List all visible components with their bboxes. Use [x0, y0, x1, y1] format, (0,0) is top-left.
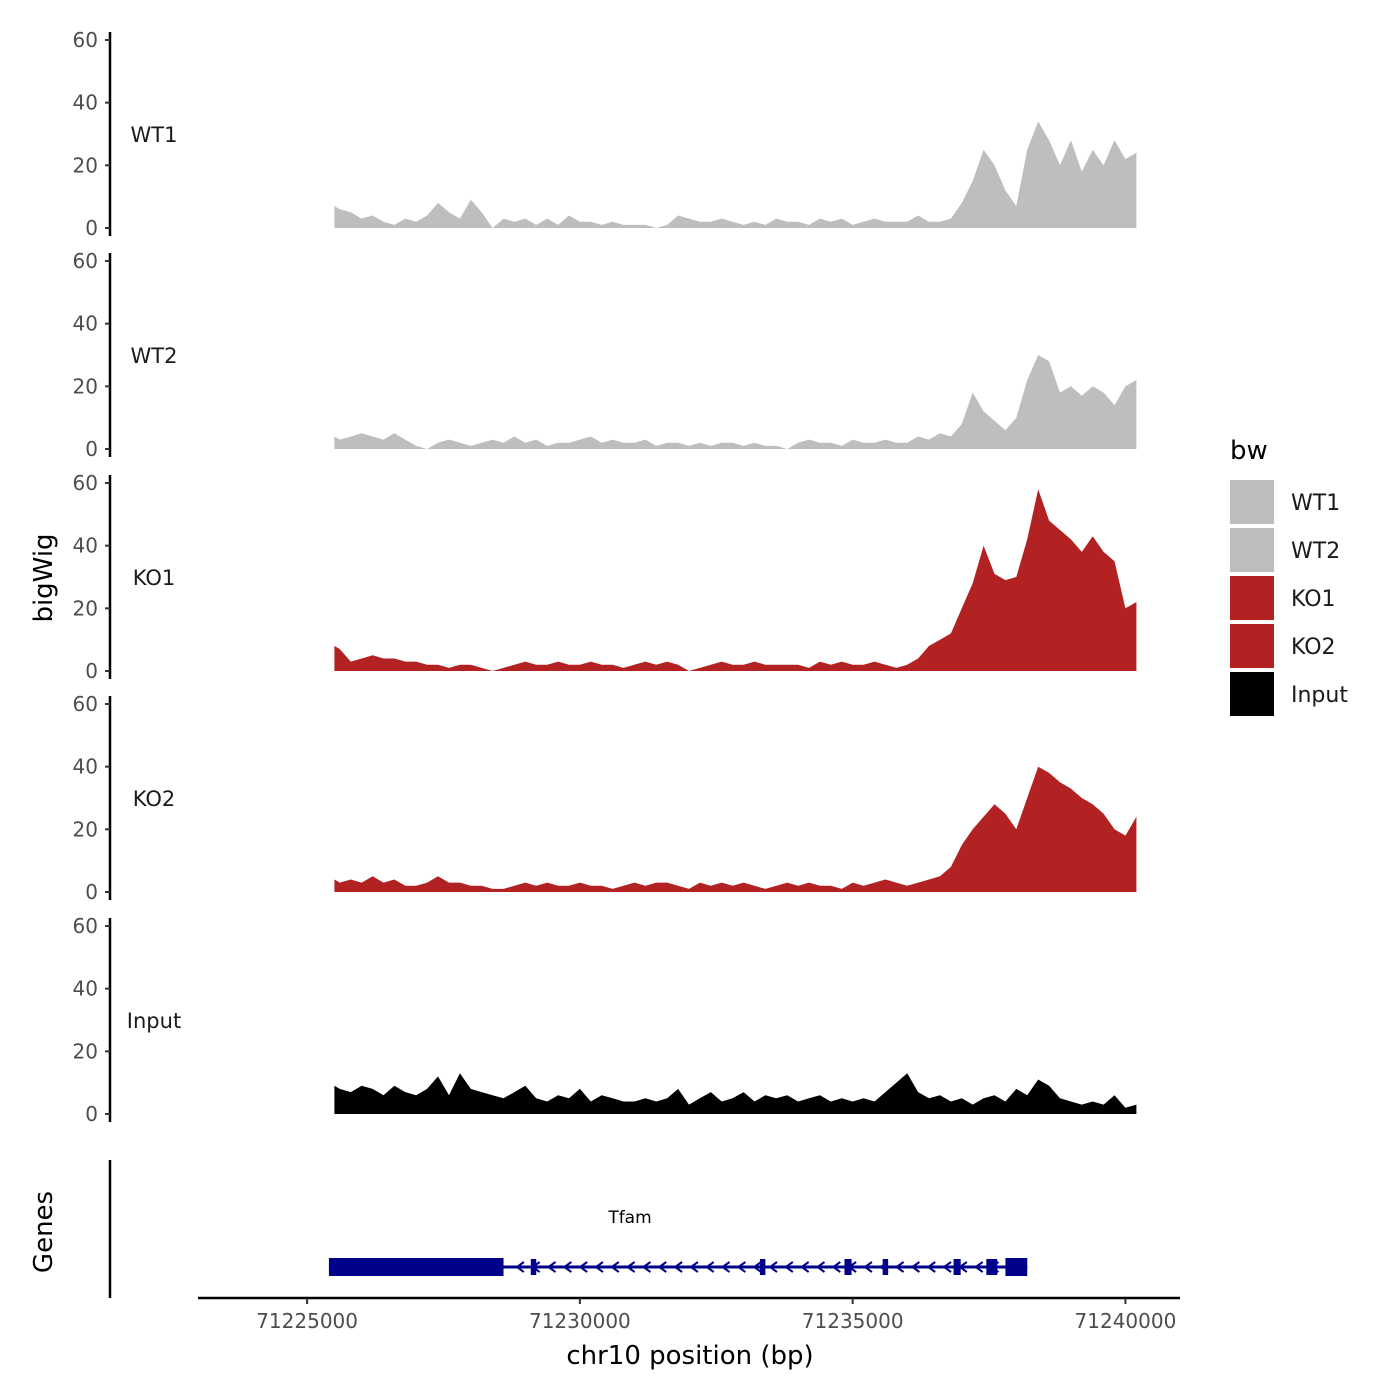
y-tick-label: 0 — [85, 216, 98, 240]
y-tick-label: 60 — [73, 28, 98, 52]
strand-arrow — [863, 1261, 873, 1273]
track-ko2: 0 20 40 60 KO2 — [73, 692, 1137, 904]
strand-arrow — [942, 1261, 952, 1273]
gene-exon — [328, 1258, 504, 1276]
y-tick-label: 60 — [73, 471, 98, 495]
y-tick-label: 20 — [73, 817, 98, 841]
strand-arrow — [720, 1261, 731, 1273]
coverage-area — [334, 121, 1137, 228]
track-label: KO1 — [133, 566, 176, 590]
gene-name-label: Tfam — [607, 1208, 651, 1228]
legend-item-wt1: WT1 — [1230, 480, 1340, 524]
gene-exon — [1005, 1258, 1028, 1276]
legend-item-wt2: WT2 — [1230, 528, 1340, 572]
strand-arrow — [973, 1261, 984, 1273]
legend-swatch — [1230, 624, 1274, 668]
strand-arrow — [768, 1261, 778, 1273]
track-label: WT2 — [131, 344, 178, 368]
strand-arrow — [673, 1261, 683, 1273]
legend-label: WT1 — [1291, 491, 1340, 516]
legend: bw WT1 WT2 KO1 KO2 Input — [1230, 436, 1348, 716]
strand-arrow — [625, 1261, 636, 1273]
strand-arrow — [546, 1261, 557, 1273]
strand-arrow — [641, 1261, 652, 1273]
gene-exon — [953, 1259, 961, 1275]
y-tick-label: 40 — [73, 755, 98, 779]
legend-label: WT2 — [1291, 539, 1340, 564]
legend-label: KO2 — [1291, 635, 1336, 660]
track-label: KO2 — [133, 787, 176, 811]
track-label: WT1 — [131, 123, 178, 147]
strand-arrow — [752, 1261, 762, 1273]
y-tick-label: 0 — [85, 659, 98, 683]
coverage-area — [334, 489, 1137, 671]
strand-arrow — [689, 1261, 699, 1273]
strand-arrow — [910, 1261, 920, 1273]
genes-axis-title: Genes — [29, 1191, 59, 1273]
track-label: Input — [127, 1009, 181, 1033]
strand-arrow — [831, 1261, 841, 1273]
gene-exon — [986, 1259, 998, 1275]
gene-exon — [759, 1259, 766, 1275]
y-tick-label: 20 — [73, 1039, 98, 1063]
x-axis: 71225000 71230000 71235000 71240000 — [198, 1296, 1180, 1333]
x-tick-label: 71230000 — [529, 1309, 631, 1333]
strand-arrow — [562, 1261, 572, 1273]
gene-exon — [882, 1259, 889, 1275]
gene-exon — [844, 1259, 852, 1275]
y-tick-label: 40 — [73, 312, 98, 336]
strand-arrow — [578, 1261, 588, 1273]
y-tick-label: 60 — [73, 914, 98, 938]
y-tick-label: 20 — [73, 374, 98, 398]
y-tick-label: 0 — [85, 437, 98, 461]
track-ko1: 0 20 40 60 KO1 — [73, 471, 1137, 683]
y-tick-label: 60 — [73, 249, 98, 273]
legend-item-ko2: KO2 — [1230, 624, 1336, 668]
strand-arrow — [657, 1261, 667, 1273]
legend-swatch — [1230, 672, 1274, 716]
legend-title: bw — [1230, 436, 1268, 466]
y-tick-label: 0 — [85, 1102, 98, 1126]
strand-arrow — [594, 1261, 604, 1273]
legend-swatch — [1230, 528, 1274, 572]
y-tick-label: 20 — [73, 596, 98, 620]
legend-swatch — [1230, 576, 1274, 620]
x-axis-title: chr10 position (bp) — [566, 1341, 813, 1371]
y-tick-label: 0 — [85, 880, 98, 904]
strand-arrow — [610, 1261, 620, 1273]
track-input: 0 20 40 60 Input — [73, 914, 1137, 1126]
coverage-area — [334, 355, 1137, 449]
strand-arrow — [515, 1261, 525, 1273]
gene-exon — [530, 1259, 537, 1275]
y-tick-label: 40 — [73, 91, 98, 115]
strand-arrow — [894, 1261, 905, 1273]
legend-item-input: Input — [1230, 672, 1348, 716]
strand-arrow — [784, 1261, 794, 1273]
coverage-tracks: 0 20 40 60 WT1 0 20 40 60 WT2 0 20 40 60 KO1 0 20 40 60 KO2… — [73, 28, 1137, 1126]
strand-arrow — [799, 1261, 810, 1273]
legend-item-ko1: KO1 — [1230, 576, 1336, 620]
y-tick-label: 20 — [73, 153, 98, 177]
y-tick-label: 40 — [73, 534, 98, 558]
track-wt2: 0 20 40 60 WT2 — [73, 249, 1137, 461]
strand-arrow — [926, 1261, 936, 1273]
y-tick-label: 40 — [73, 977, 98, 1001]
x-tick-label: 71225000 — [256, 1309, 358, 1333]
x-tick-label: 71235000 — [802, 1309, 904, 1333]
legend-label: Input — [1291, 683, 1348, 708]
y-axis-title: bigWig — [29, 533, 59, 622]
legend-label: KO1 — [1291, 587, 1336, 612]
gene-track: Tfam — [108, 1160, 1028, 1298]
y-tick-label: 60 — [73, 692, 98, 716]
coverage-area — [334, 766, 1137, 892]
strand-arrow — [705, 1261, 715, 1273]
strand-arrow — [815, 1261, 826, 1273]
x-tick-label: 71240000 — [1075, 1309, 1177, 1333]
strand-arrow — [736, 1261, 746, 1273]
track-wt1: 0 20 40 60 WT1 — [73, 28, 1137, 240]
legend-swatch — [1230, 480, 1274, 524]
coverage-area — [334, 1073, 1137, 1114]
